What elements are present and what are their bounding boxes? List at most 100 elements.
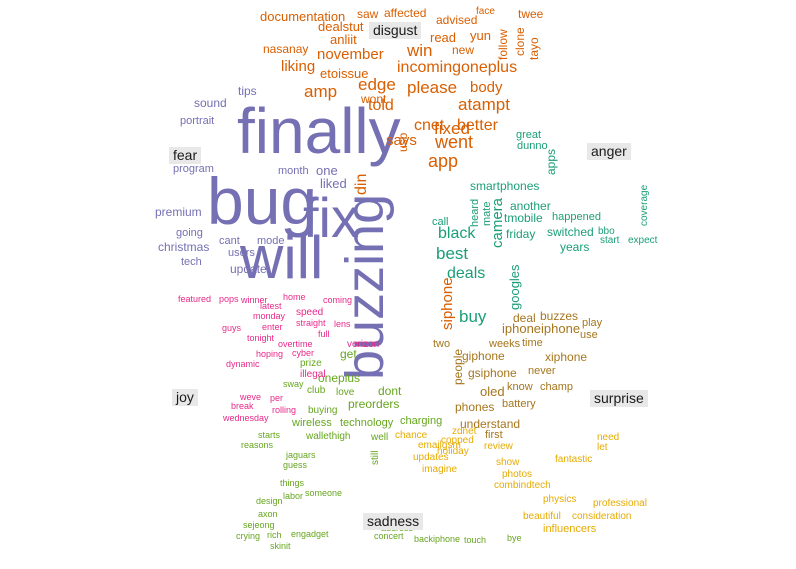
word: fixed [434,119,470,138]
word: app [428,151,459,171]
word: gsiphone [468,366,517,380]
word: guess [283,460,308,470]
word: phones [455,400,495,414]
word: switched [547,225,594,239]
word: documentation [260,9,346,24]
word: preorders [348,397,400,411]
word: updates [413,452,449,463]
word: liking [281,58,316,75]
word: xiphone [545,350,588,364]
word: design [256,496,283,506]
word: tayo [527,37,541,60]
word: deals [447,265,486,282]
word: featured [178,294,212,304]
word: know [507,381,533,393]
word: buzzes [540,309,579,323]
word: physics [543,494,577,505]
word: advised [436,13,478,27]
word: dynamic [226,359,260,369]
word: club [307,385,326,396]
word: full [318,329,330,339]
word: tech [181,256,202,268]
word: better [457,117,498,134]
word: buying [308,405,338,416]
word: professional [593,498,647,509]
word: axon [258,509,278,519]
word: backiphone [414,534,461,544]
word: yun [470,28,491,43]
word: technology [340,417,394,429]
word: one [316,163,338,178]
word: expect [628,235,658,246]
word: get [340,347,357,361]
emotion-label-anger: anger [587,143,631,161]
word: says [386,132,417,149]
word: november [317,46,384,63]
word: coming [323,295,353,305]
emotion-label-joy: joy [172,389,198,407]
word: play [582,317,603,329]
word: review [484,441,513,452]
word: dunno [517,140,548,152]
word: users [228,247,255,259]
word: still [370,450,381,465]
word: rich [267,530,282,540]
word: liked [320,176,347,191]
word: people [451,348,465,385]
word: wireless [292,417,332,429]
word: face [476,6,495,17]
word-fix: fix [303,186,359,249]
word: amp [304,82,338,101]
word: giphone [462,349,505,363]
word: cnet [414,117,445,134]
word: weve [240,392,262,402]
word: engadget [291,529,329,539]
word: heard [469,198,481,227]
word: touch [464,535,487,545]
word: portrait [180,115,215,127]
word: monday [253,311,286,321]
word: love [336,387,355,398]
word: champ [540,381,574,393]
word: charging [400,415,443,427]
word: fantastic [555,454,593,465]
word: follow [496,29,510,60]
word: sound [194,96,227,110]
word: tmobile [504,211,543,225]
word: deal [513,311,536,325]
word: went [435,132,474,152]
word: photos [502,469,533,480]
word: edge [358,75,396,94]
word: first [485,429,503,441]
word: happened [552,211,601,223]
word-finally: finally [237,95,401,167]
word: someone [305,488,343,498]
word: things [280,478,305,488]
word: combindtech [494,480,551,491]
emotion-label-fear: fear [169,147,202,165]
emotion-label-disgust: disgust [369,22,422,40]
word: beautiful [523,511,561,522]
word: overtime [278,339,313,349]
word: use [580,329,598,341]
word: apps [544,148,558,175]
word: crying [236,531,261,541]
word: pops [219,294,239,304]
word-bug: bug [207,164,318,238]
word: time [522,337,543,349]
word: two [433,338,451,350]
word: iphoneiphone [502,321,581,336]
word: month [278,165,309,177]
word: black [438,225,476,242]
word: latest [260,301,282,311]
word: sway [283,379,304,389]
word: going [176,227,203,239]
word: din [353,173,370,195]
word: cyber [292,348,315,358]
word: jaguars [286,450,316,460]
word: home [283,292,306,302]
word: premium [155,205,202,219]
word: bbo [598,226,615,237]
word: straight [296,318,326,328]
word: rolling [272,405,297,415]
